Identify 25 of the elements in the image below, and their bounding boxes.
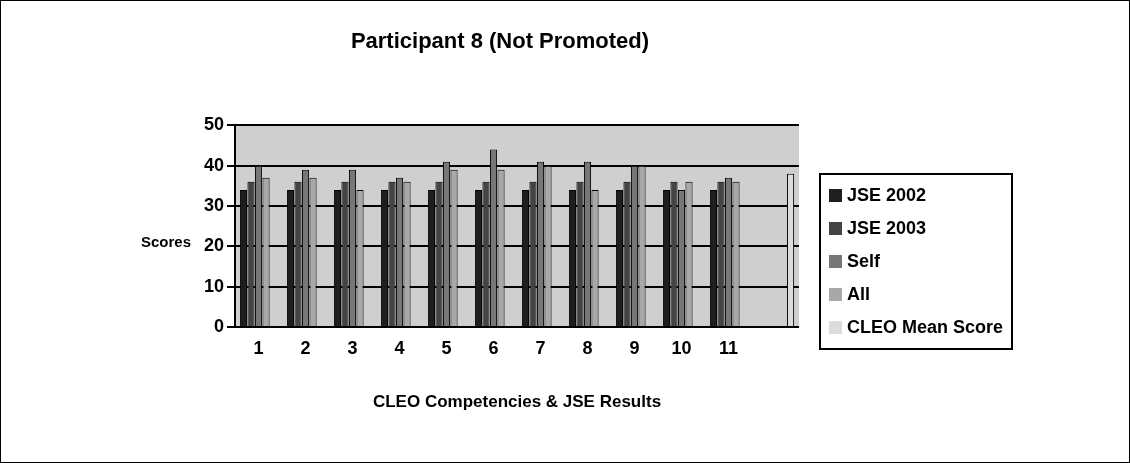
y-tick-label: 20 [203,235,225,256]
x-tick-label: 4 [394,337,405,358]
x-tick-label: 3 [347,337,358,358]
x-tick-label: 2 [300,337,311,358]
legend-label: JSE 2002 [847,185,927,206]
x-tick-label: 6 [488,337,499,358]
x-tick-label: 5 [441,337,452,358]
legend-label: JSE 2003 [847,218,927,239]
x-tick-label: 8 [582,337,593,358]
legend-label: CLEO Mean Score [847,317,1004,338]
y-tick-label: 10 [203,275,225,296]
x-tick-label: 1 [253,337,264,358]
x-tick-label: 11 [718,337,739,358]
x-tick-label: 10 [671,337,692,358]
y-axis-title: Scores [141,233,192,250]
x-tick-label: 7 [535,337,546,358]
x-axis-title: CLEO Competencies & JSE Results [372,392,662,412]
x-tick-label: 9 [629,337,640,358]
chart-title: Participant 8 (Not Promoted) [350,28,650,54]
legend-label: All [847,284,871,305]
y-tick-label: 0 [214,315,225,336]
y-tick-label: 30 [203,195,225,216]
y-tick-label: 50 [203,114,225,135]
legend-label: Self [847,251,881,272]
y-tick-label: 40 [203,154,225,175]
